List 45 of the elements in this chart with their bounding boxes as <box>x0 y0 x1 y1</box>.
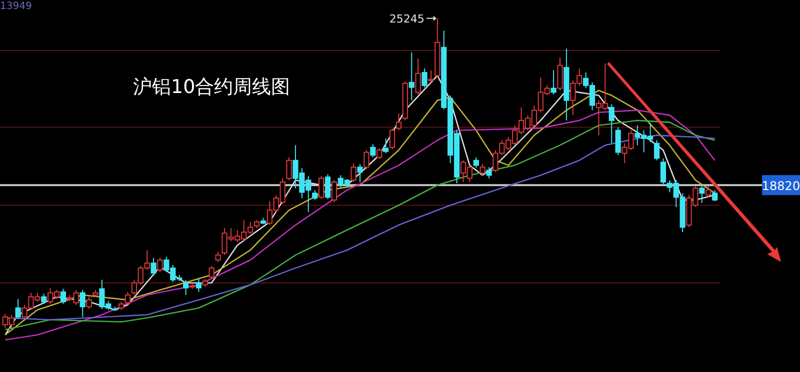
text: 13949 <box>0 1 32 12</box>
candlestick <box>312 190 318 200</box>
candlestick <box>370 144 376 158</box>
candlestick <box>350 162 356 183</box>
candlestick <box>318 176 324 200</box>
candlestick <box>706 186 712 198</box>
text: 沪铝10合约周线图 <box>133 75 290 100</box>
candlestick <box>415 58 421 95</box>
candlestick <box>196 277 202 292</box>
candlestick <box>486 166 492 179</box>
candlestick <box>41 293 47 304</box>
candlestick <box>699 184 705 204</box>
candlestick <box>396 112 402 131</box>
text: 18820 <box>762 179 800 194</box>
candlestick <box>157 257 163 273</box>
candlestick <box>383 138 389 154</box>
candlestick <box>557 57 563 91</box>
candlestick <box>286 156 292 181</box>
candlestick <box>473 156 479 169</box>
candlestick <box>86 296 92 310</box>
candlestick <box>428 70 434 83</box>
candlestick <box>408 52 414 101</box>
candlestick <box>615 126 621 156</box>
candlestick <box>660 158 666 185</box>
candlestick <box>183 279 189 296</box>
candlestick <box>480 164 486 177</box>
candlestick <box>150 257 156 276</box>
candlestick <box>357 164 363 183</box>
candlestick <box>208 265 214 280</box>
candlestick <box>389 128 396 150</box>
candlestick <box>608 104 614 144</box>
candlestick <box>15 298 21 320</box>
candlestick <box>550 70 556 95</box>
candlestick <box>60 288 66 304</box>
candlestick <box>376 148 382 160</box>
candlestick <box>80 290 86 318</box>
candlestick <box>324 174 331 200</box>
candlestick <box>364 150 370 170</box>
candlestick <box>654 140 660 161</box>
candlestick <box>422 68 428 88</box>
candlestick <box>331 180 337 203</box>
candlestick <box>712 190 718 202</box>
candlestick <box>215 251 221 262</box>
candlestick <box>124 291 131 306</box>
annotation: 25245 <box>389 12 424 26</box>
